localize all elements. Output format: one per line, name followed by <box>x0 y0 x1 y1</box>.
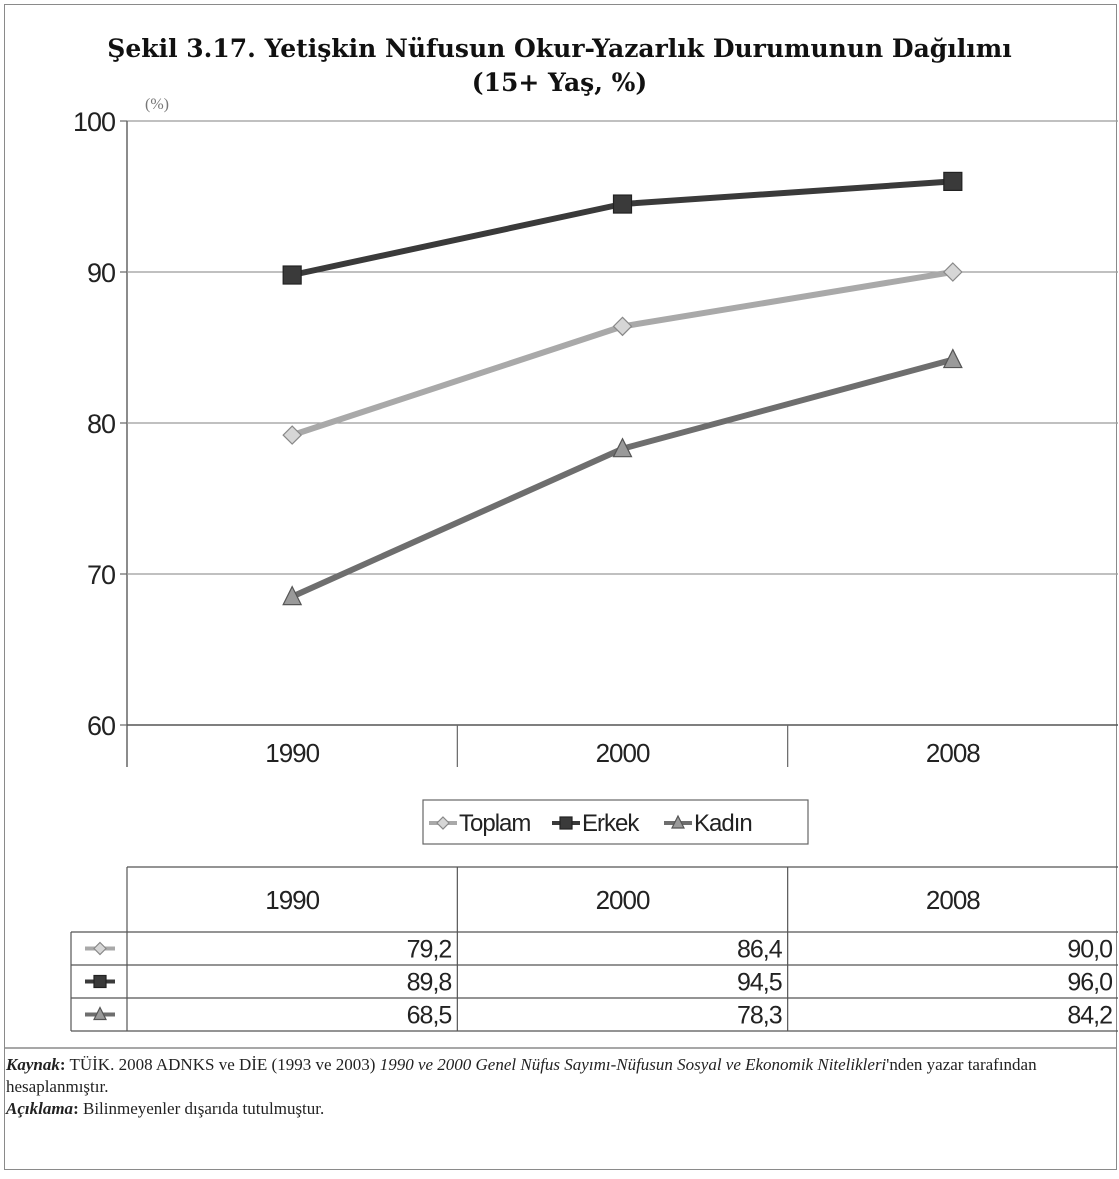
data-point <box>282 585 303 606</box>
source-label: Kaynak <box>6 1055 60 1074</box>
y-tick-label: 100 <box>73 107 115 137</box>
data-point <box>612 316 633 337</box>
table-cell-value: 68,5 <box>407 1002 452 1030</box>
table-cell-value: 90,0 <box>1067 936 1112 964</box>
data-point <box>942 348 963 369</box>
table-cell-value: 89,8 <box>407 969 452 997</box>
source-note: Kaynak: TÜİK. 2008 ADNKS ve DİE (1993 ve… <box>6 1055 1037 1096</box>
explanation-label: Açıklama <box>6 1099 74 1118</box>
y-axis-label: (%) <box>145 96 169 113</box>
explanation-note: Açıklama: Bilinmeyenler dışarıda tutulmu… <box>6 1099 325 1118</box>
x-tick-label: 1990 <box>265 738 319 768</box>
source-text-1: TÜİK. 2008 ADNKS ve DİE (1993 ve 2003) <box>69 1055 380 1074</box>
source-italic: 1990 ve 2000 Genel Nüfus Sayımı-Nüfusun … <box>379 1055 887 1074</box>
chart-svg: (%) 60 70 80 90 100 1990 2000 2008 Toplam Erkek Ka… <box>4 96 1118 1049</box>
legend-marker <box>436 816 450 830</box>
data-point <box>282 265 302 285</box>
data-point <box>282 425 303 445</box>
legend-box <box>422 799 809 845</box>
explanation-text: Bilinmeyenler dışarıda tutulmuştur. <box>82 1099 325 1118</box>
table-header-cell: 2008 <box>926 885 980 915</box>
chart-subtitle: (15+ Yaş, %) <box>471 68 648 97</box>
legend-label: Toplam <box>459 810 530 837</box>
table-cell-value: 94,5 <box>737 969 782 997</box>
legend-marker <box>671 814 685 829</box>
series-line-toplam <box>289 269 956 439</box>
legend-label: Kadın <box>694 810 752 837</box>
table-cell-value: 84,2 <box>1067 1002 1112 1030</box>
x-tick-label: 2008 <box>926 738 980 768</box>
y-tick-label: 80 <box>87 409 115 439</box>
table-header-cell: 1990 <box>265 885 319 915</box>
y-tick-label: 90 <box>87 258 115 288</box>
table-header-cell: 2000 <box>596 885 650 915</box>
y-tick-label: 70 <box>87 560 115 590</box>
data-point <box>942 262 963 282</box>
table-row-key-marker <box>93 1006 107 1021</box>
figure-frame <box>4 4 1117 1170</box>
y-tick-label: 60 <box>87 711 115 741</box>
data-point <box>612 194 633 214</box>
source-text-2: 'nden yazar tarafından hesaplanmıştır. <box>6 1055 1037 1096</box>
data-point <box>612 437 633 458</box>
x-tick-label: 2000 <box>596 738 650 768</box>
notes: Kaynak: TÜİK. 2008 ADNKS ve DİE (1993 ve… <box>6 1054 1111 1120</box>
legend-label: Erkek <box>582 810 640 837</box>
table-cell-value: 96,0 <box>1067 969 1112 997</box>
series-line-kadın <box>289 356 956 600</box>
legend-marker <box>559 816 573 830</box>
data-point <box>943 171 963 191</box>
table-cell-value: 78,3 <box>737 1002 782 1030</box>
chart-title: Şekil 3.17. Yetişkin Nüfusun Okur-Yazarl… <box>107 34 1012 63</box>
table-row-key-marker <box>93 974 107 989</box>
table-cell-value: 79,2 <box>407 936 452 964</box>
table-row-key-marker <box>93 941 107 956</box>
table-cell-value: 86,4 <box>737 936 783 964</box>
